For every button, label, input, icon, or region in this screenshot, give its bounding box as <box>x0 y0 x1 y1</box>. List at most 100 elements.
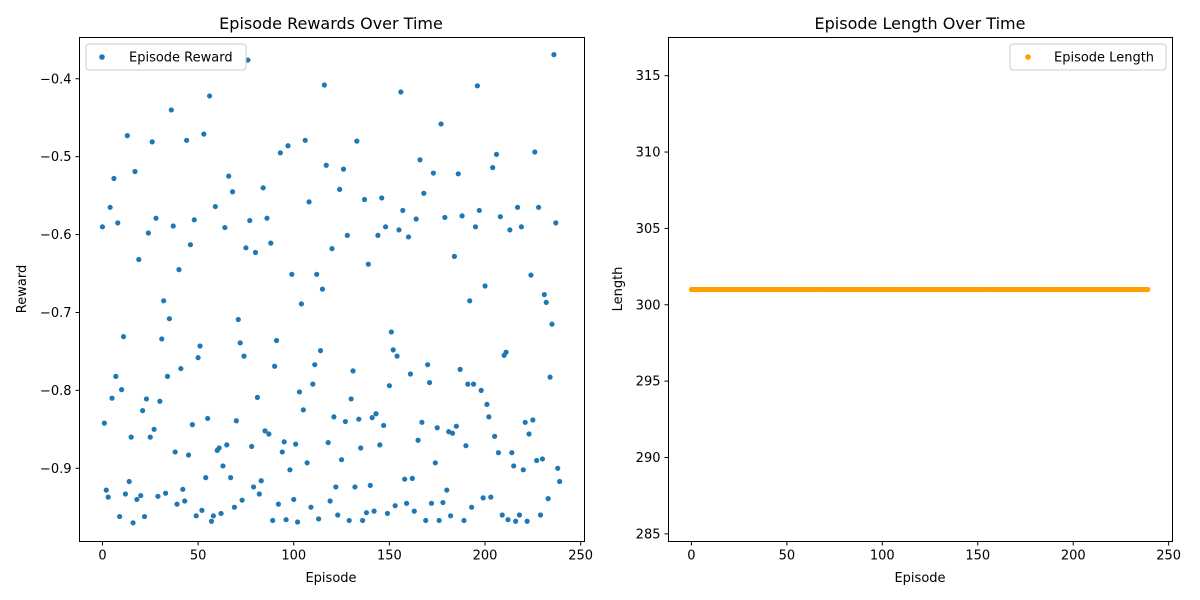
rewards-point <box>423 517 429 524</box>
rewards-point <box>526 431 532 437</box>
rewards-point <box>384 510 391 517</box>
rewards-point <box>509 450 515 456</box>
rewards-point <box>272 363 278 369</box>
rewards-point <box>524 518 530 524</box>
rewards-point <box>205 415 211 422</box>
rewards-point <box>338 457 345 463</box>
rewards-point <box>304 460 310 466</box>
rewards-point <box>557 478 563 485</box>
rewards-point <box>157 398 163 404</box>
rewards-point <box>360 517 366 524</box>
rewards-point <box>488 494 494 500</box>
rewards-point <box>402 476 408 482</box>
rewards-point <box>375 232 381 238</box>
length-x-tick-label: 250 <box>1156 549 1181 564</box>
rewards-point <box>541 291 547 298</box>
rewards-point <box>346 517 352 524</box>
rewards-point <box>474 83 480 89</box>
rewards-point <box>239 497 245 503</box>
rewards-legend-box <box>85 43 247 71</box>
length-y-tick-label: 285 <box>636 527 661 542</box>
rewards-point <box>495 450 502 456</box>
rewards-point <box>400 207 406 214</box>
rewards-point <box>130 520 136 526</box>
rewards-point <box>122 491 129 497</box>
rewards-point <box>535 204 542 210</box>
rewards-point <box>99 224 106 230</box>
rewards-point <box>250 484 257 490</box>
rewards-point <box>463 443 469 449</box>
rewards-point <box>241 353 247 359</box>
rewards-point <box>245 57 251 63</box>
rewards-point <box>237 340 243 346</box>
rewards-point <box>161 298 167 304</box>
length-x-tick-label: 100 <box>870 549 895 564</box>
rewards-point <box>342 418 348 425</box>
length-y-tick-label: 315 <box>636 69 661 84</box>
rewards-point <box>522 419 528 425</box>
rewards-point <box>534 457 540 464</box>
rewards-point <box>551 52 557 58</box>
rewards-x-tick-label: 200 <box>473 549 498 564</box>
rewards-legend-marker <box>99 54 105 60</box>
rewards-point <box>365 261 371 267</box>
rewards-point <box>415 437 421 443</box>
rewards-point <box>147 434 153 440</box>
rewards-ticks: 0 50 100 150 200 250 −0.9 −0.8 −0.7 −0.6 −0.5 −0.4 <box>40 72 593 563</box>
rewards-point <box>503 349 509 355</box>
length-chart: Episode Length Over Time Episode Length … <box>611 14 1181 586</box>
rewards-point <box>333 484 339 490</box>
rewards-point <box>140 408 146 414</box>
rewards-point <box>136 256 142 263</box>
rewards-point <box>356 416 362 422</box>
rewards-point <box>505 517 511 523</box>
rewards-point <box>440 499 446 506</box>
rewards-point <box>306 199 312 205</box>
rewards-point <box>451 253 458 259</box>
rewards-chart-title: Episode Rewards Over Time <box>219 14 443 33</box>
rewards-point <box>448 513 454 519</box>
rewards-point <box>208 518 215 524</box>
rewards-point <box>405 234 412 240</box>
rewards-point <box>350 368 356 374</box>
rewards-point <box>323 162 329 168</box>
rewards-point <box>482 283 488 289</box>
rewards-point <box>513 518 519 524</box>
rewards-point <box>128 434 134 440</box>
rewards-point <box>264 215 270 221</box>
rewards-point <box>329 246 335 252</box>
rewards-point <box>197 343 203 349</box>
rewards-point <box>388 329 394 335</box>
rewards-point <box>514 204 521 210</box>
rewards-point <box>470 381 477 387</box>
rewards-x-tick-label: 150 <box>377 549 402 564</box>
rewards-point <box>553 220 559 226</box>
rewards-point <box>555 465 561 471</box>
rewards-point <box>436 517 442 524</box>
rewards-point <box>545 496 551 502</box>
length-chart-title: Episode Length Over Time <box>815 14 1026 33</box>
length-point <box>1145 286 1151 293</box>
rewards-point <box>258 478 264 484</box>
rewards-point <box>392 503 398 509</box>
rewards-point <box>184 137 190 143</box>
rewards-point <box>371 508 377 514</box>
rewards-point <box>467 298 473 304</box>
rewards-plot-frame <box>79 37 585 542</box>
rewards-point <box>335 512 341 518</box>
rewards-point <box>235 316 241 323</box>
rewards-point <box>168 107 174 113</box>
rewards-point <box>101 420 107 426</box>
rewards-point <box>314 271 320 277</box>
rewards-point <box>174 501 180 507</box>
rewards-point <box>193 513 199 519</box>
rewards-point <box>428 500 435 506</box>
rewards-point <box>480 495 486 501</box>
rewards-point <box>159 336 165 342</box>
rewards-y-tick-label: −0.7 <box>40 306 72 321</box>
rewards-point <box>369 415 375 421</box>
rewards-point <box>249 443 255 450</box>
rewards-point <box>398 89 404 95</box>
rewards-points <box>99 52 563 526</box>
length-y-axis-label: Length <box>611 267 626 312</box>
